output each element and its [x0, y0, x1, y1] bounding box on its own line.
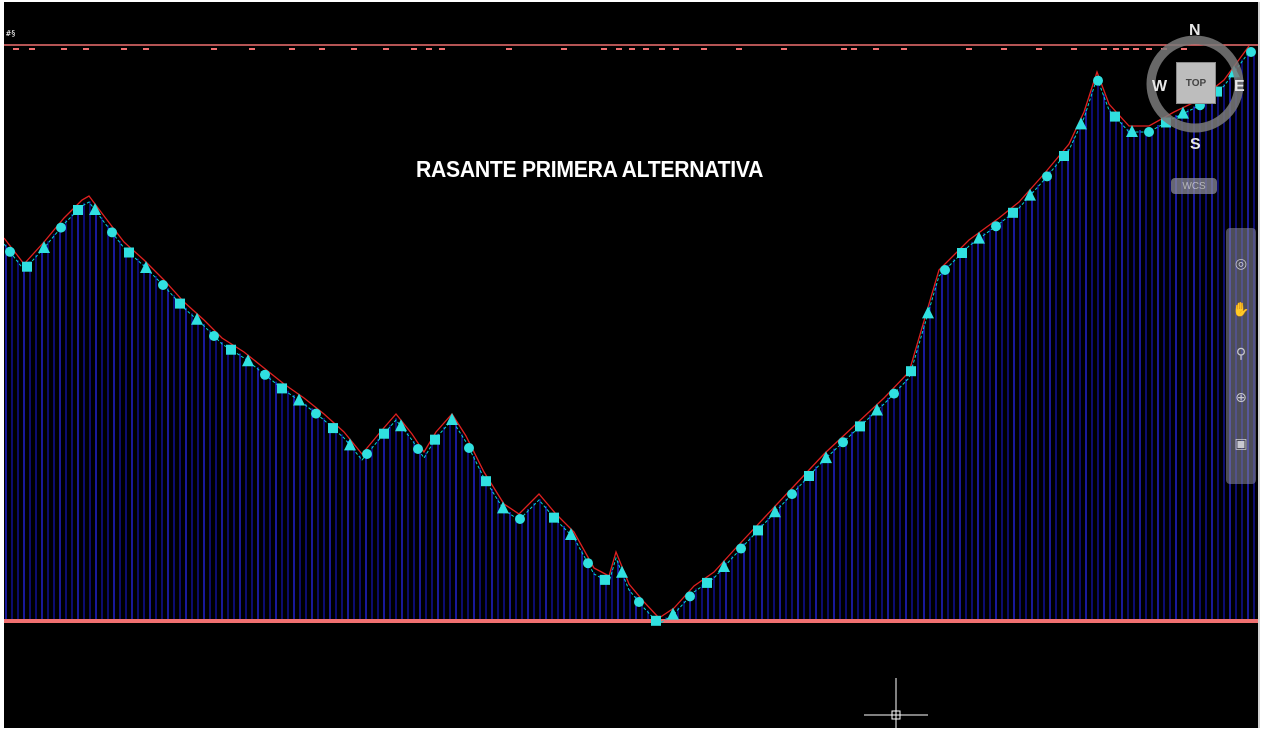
- vertex-marker: [277, 383, 287, 394]
- vertex-marker: [549, 512, 559, 523]
- vertex-marker: [1212, 86, 1222, 97]
- vertex-marker: [787, 489, 797, 500]
- vertex-marker: [328, 423, 338, 434]
- station-lines: [5, 50, 1255, 622]
- vertex-marker: [583, 558, 593, 569]
- vertex-marker: [855, 421, 865, 432]
- vertex-marker: [362, 449, 372, 459]
- vertex-marker: [702, 577, 712, 588]
- vertex-marker: [769, 505, 781, 518]
- zoom-icon[interactable]: ⚲: [1235, 346, 1247, 362]
- vertex-marker: [73, 205, 83, 215]
- vertex-marker: [5, 246, 15, 257]
- vertex-marker: [56, 222, 66, 233]
- vertex-marker: [889, 388, 899, 399]
- vertex-marker: [22, 261, 32, 272]
- vertex-marker: [89, 203, 101, 215]
- vertex-marker: [344, 438, 356, 451]
- steering-wheel-icon[interactable]: ◎: [1234, 256, 1248, 272]
- ucs-icon-glyph: #§: [6, 29, 16, 38]
- vertex-marker: [600, 574, 610, 585]
- vertex-marker: [685, 591, 695, 602]
- vertex-marker: [446, 413, 458, 425]
- orbit-icon[interactable]: ⊕: [1235, 390, 1247, 406]
- viewcube-top-face[interactable]: TOP: [1176, 62, 1216, 104]
- vertex-marker: [430, 434, 440, 445]
- vertex-marker: [497, 501, 509, 514]
- vertex-marker: [395, 419, 407, 432]
- grade-line: [4, 51, 1250, 625]
- vertex-marker: [1246, 47, 1256, 57]
- drawing-title: RASANTE PRIMERA ALTERNATIVA: [416, 156, 764, 182]
- vertex-marker: [175, 298, 185, 309]
- vertex-marker: [1110, 111, 1120, 122]
- compass-east-label[interactable]: E: [1234, 78, 1245, 95]
- vertex-marker: [565, 528, 577, 540]
- vertex-marker: [242, 354, 254, 367]
- vertex-marker: [158, 280, 168, 290]
- vertex-marker: [464, 443, 474, 453]
- vertex-marker: [1024, 188, 1036, 201]
- vertex-marker: [1177, 106, 1189, 119]
- vertex-marker: [1075, 117, 1087, 130]
- vertex-marker: [634, 597, 644, 607]
- crosshair-cursor: [864, 678, 928, 728]
- vertex-marker: [871, 403, 883, 416]
- vertex-marker: [209, 331, 219, 341]
- vertex-marker: [124, 247, 134, 258]
- vertex-marker: [973, 231, 985, 244]
- vertex-marker: [107, 227, 117, 238]
- vertex-marker: [311, 408, 321, 419]
- terrain-profile-line: [4, 45, 1250, 619]
- compass-south-label[interactable]: S: [1190, 136, 1201, 153]
- vertex-marker: [1042, 171, 1052, 182]
- vertex-marker: [957, 248, 967, 258]
- vertex-marker: [226, 344, 236, 355]
- vertex-marker: [140, 261, 152, 273]
- showmotion-icon[interactable]: ▣: [1234, 436, 1248, 452]
- vertex-marker: [1126, 125, 1138, 137]
- viewcube[interactable]: N W E S TOP: [1144, 18, 1256, 158]
- compass-north-label[interactable]: N: [1189, 22, 1201, 39]
- compass-ring: [1146, 35, 1244, 133]
- vertex-marker: [718, 560, 730, 572]
- vertex-marker: [38, 241, 50, 253]
- vertex-marker: [481, 476, 491, 487]
- vertex-marker: [191, 312, 203, 325]
- vertex-marker: [906, 366, 916, 377]
- drawing-viewport[interactable]: #§ RASANTE PRIMERA ALTERNATIVA N W E S T…: [4, 2, 1260, 728]
- vertex-marker: [991, 221, 1001, 232]
- vertex-marker: [651, 615, 661, 626]
- vertex-markers: [5, 47, 1256, 626]
- vertex-marker: [1144, 127, 1154, 137]
- vertex-marker: [820, 451, 832, 464]
- compass-west-label[interactable]: W: [1152, 78, 1168, 95]
- vertex-marker: [804, 471, 814, 481]
- vertex-marker: [736, 543, 746, 554]
- vertex-marker: [922, 306, 934, 319]
- vertex-marker: [667, 607, 679, 620]
- vertex-marker: [379, 428, 389, 439]
- navigation-bar: ◎ ✋ ⚲ ⊕ ▣: [1226, 228, 1256, 484]
- ucs-menu-button[interactable]: WCS: [1171, 178, 1217, 194]
- vertex-marker: [260, 369, 270, 380]
- vertex-marker: [1059, 151, 1069, 161]
- vertex-marker: [838, 437, 848, 448]
- vertex-marker: [1093, 75, 1103, 86]
- vertex-marker: [515, 514, 525, 524]
- vertex-marker: [940, 265, 950, 275]
- vertex-marker: [753, 525, 763, 536]
- vertex-marker: [1008, 207, 1018, 218]
- vertex-marker: [413, 444, 423, 454]
- vertex-marker: [616, 565, 628, 578]
- profile-drawing: [4, 44, 1258, 728]
- pan-icon[interactable]: ✋: [1232, 302, 1250, 318]
- vertex-marker: [293, 393, 305, 406]
